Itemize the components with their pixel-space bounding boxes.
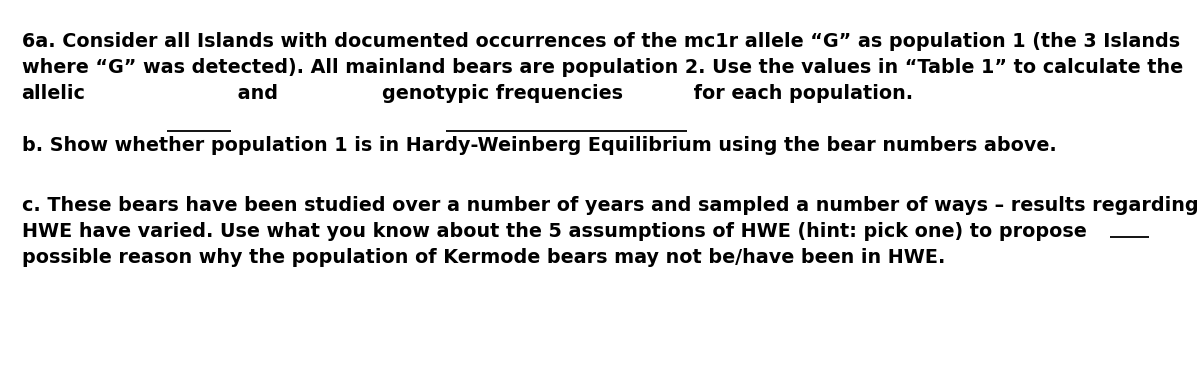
Text: where “G” was detected). All mainland bears are population 2. Use the values in : where “G” was detected). All mainland be…	[22, 58, 1183, 77]
Text: possible reason why the population of Kermode bears may not be/have been in HWE.: possible reason why the population of Ke…	[22, 248, 944, 267]
Text: for each population.: for each population.	[688, 84, 913, 103]
Text: b. Show whether population 1 is in Hardy-Weinberg Equilibrium using the bear num: b. Show whether population 1 is in Hardy…	[22, 136, 1056, 155]
Text: c. These bears have been studied over a number of years and sampled a number of : c. These bears have been studied over a …	[22, 196, 1199, 215]
Text: 6a. Consider all Islands with documented occurrences of the mc1r allele “G” as p: 6a. Consider all Islands with documented…	[22, 32, 1180, 51]
Text: HWE have varied. Use what you know about the 5 assumptions of HWE (hint: pick on: HWE have varied. Use what you know about…	[22, 222, 1093, 241]
Text: genotypic frequencies: genotypic frequencies	[383, 84, 623, 103]
Text: and: and	[230, 84, 284, 103]
Text: allelic: allelic	[22, 84, 85, 103]
